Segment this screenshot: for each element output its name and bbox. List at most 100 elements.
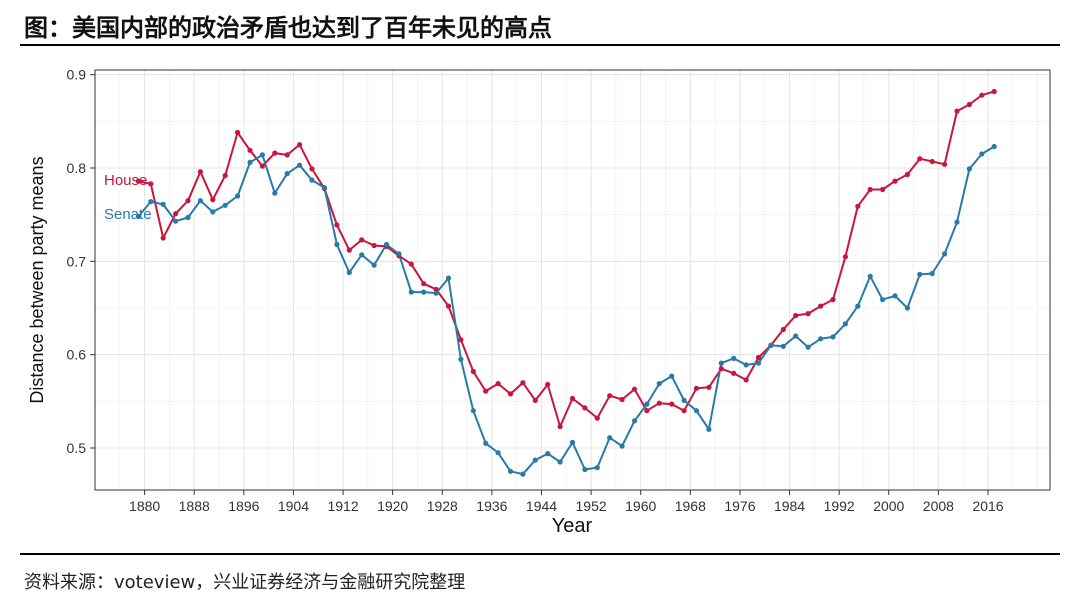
data-point-senate [135, 213, 141, 220]
y-tick-label: 0.8 [67, 160, 87, 176]
data-point-senate [557, 459, 563, 465]
y-axis-label: Distance between party means [27, 156, 47, 403]
x-tick-label: 1936 [476, 498, 507, 514]
data-point-senate [966, 166, 973, 172]
data-point-house [681, 408, 687, 414]
data-point-house [743, 377, 749, 383]
data-point-house [880, 186, 886, 193]
data-point-senate [631, 418, 638, 424]
data-point-house [532, 397, 538, 403]
data-point-house [842, 254, 849, 260]
data-point-senate [693, 408, 700, 414]
x-tick-label: 2000 [873, 498, 904, 514]
data-point-senate [532, 457, 538, 463]
data-point-senate [892, 293, 898, 299]
data-point-house [979, 92, 985, 98]
x-tick-label: 1920 [377, 498, 408, 514]
data-point-house [706, 384, 712, 390]
data-point-house [297, 142, 303, 148]
data-point-house [421, 281, 427, 287]
x-tick-label: 1928 [427, 498, 458, 514]
data-point-senate [197, 198, 203, 204]
data-point-senate [222, 202, 228, 208]
data-point-house [135, 178, 141, 184]
data-point-senate [755, 360, 762, 366]
y-tick-label: 0.6 [67, 347, 87, 363]
series-line-senate [137, 145, 995, 476]
data-point-senate [520, 471, 526, 477]
data-point-senate [780, 343, 786, 349]
data-point-senate [433, 290, 439, 296]
data-point-house [805, 311, 811, 317]
data-point-senate [458, 356, 464, 362]
data-point-house [594, 415, 600, 421]
data-point-senate [235, 193, 241, 199]
x-axis-ticks: 1880 1888 1896 1904 1912 1920 1928 1936 1944 1952… [129, 490, 1004, 514]
data-point-senate [359, 252, 365, 258]
data-point-house [693, 385, 700, 391]
data-point-house [830, 297, 836, 303]
data-point-senate [942, 251, 948, 257]
data-point-senate [917, 271, 923, 277]
data-point-house [458, 337, 464, 343]
data-point-senate [830, 334, 836, 340]
line-chart: 0.5 0.6 0.7 0.8 0.9 1880 1888 1896 1904 1912 1920… [27, 67, 1051, 537]
data-point-senate [383, 241, 390, 248]
data-point-house [867, 186, 873, 193]
data-point-house [160, 235, 166, 241]
series-line-house [138, 90, 995, 428]
plot-border [94, 69, 1051, 491]
data-point-house [247, 147, 253, 153]
data-point-house [942, 161, 948, 167]
x-tick-label: 1984 [774, 498, 805, 514]
data-point-house [793, 312, 799, 319]
data-point-house [185, 198, 191, 204]
data-point-senate [991, 143, 997, 150]
data-point-senate [297, 162, 303, 168]
y-tick-label: 0.5 [67, 440, 87, 456]
data-point-senate [818, 336, 824, 342]
x-tick-label: 1992 [824, 498, 855, 514]
x-tick-label: 1888 [179, 498, 210, 514]
data-point-senate [954, 219, 960, 225]
data-point-senate [334, 241, 340, 248]
x-tick-label: 2008 [923, 498, 954, 514]
x-tick-label: 2016 [972, 498, 1003, 514]
series-points [135, 88, 997, 477]
data-point-house [966, 101, 973, 108]
data-point-senate [495, 450, 501, 456]
data-point-senate [582, 466, 588, 473]
data-point-senate [669, 373, 675, 379]
data-point-house [991, 88, 997, 95]
source-note: 资料来源：voteview，兴业证券经济与金融研究院整理 [24, 572, 466, 593]
data-point-senate [210, 209, 216, 215]
data-point-house [631, 386, 638, 392]
data-point-senate [173, 218, 179, 224]
data-point-senate [855, 303, 861, 309]
data-point-house [582, 405, 588, 411]
y-tick-label: 0.7 [67, 253, 87, 269]
data-point-senate [768, 342, 774, 348]
data-point-senate [929, 270, 935, 277]
x-tick-label: 1880 [129, 498, 160, 514]
data-point-house [235, 129, 241, 136]
data-point-senate [594, 465, 600, 471]
x-tick-label: 1944 [526, 498, 557, 514]
data-point-senate [545, 451, 551, 457]
y-tick-label: 0.9 [67, 67, 87, 83]
data-point-house [619, 396, 625, 403]
data-point-senate [396, 251, 402, 257]
series-label-senate: Senate [104, 206, 152, 223]
data-point-house [731, 370, 737, 376]
data-point-senate [483, 440, 489, 446]
data-point-senate [309, 177, 315, 183]
data-point-house [545, 381, 551, 388]
data-point-senate [842, 321, 849, 327]
data-point-house [334, 222, 340, 228]
data-point-senate [259, 152, 265, 158]
data-point-house [892, 178, 898, 184]
data-point-house [495, 381, 501, 387]
data-point-senate [470, 408, 476, 414]
data-point-house [607, 393, 613, 399]
data-point-house [259, 163, 265, 169]
